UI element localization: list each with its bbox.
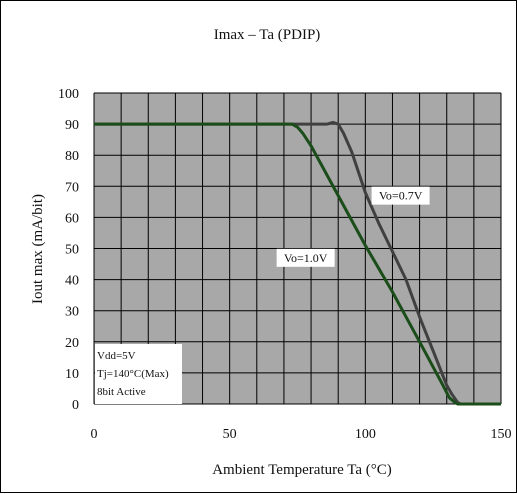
x-tick-label: 50	[223, 427, 237, 442]
tick-labels: 0 50 100 150 0 10 20 30 40 50 60 70 80 90 100	[58, 87, 512, 442]
x-axis-label: Ambient Temperature Ta (°C)	[212, 462, 392, 478]
series-label: Vo=0.7V	[379, 189, 423, 203]
x-tick-label: 150	[491, 427, 512, 442]
y-tick-label: 30	[65, 305, 79, 320]
series-label-background	[276, 248, 335, 267]
chart-title: Imax – Ta (PDIP)	[214, 27, 321, 43]
note-vdd: Vdd=5V	[97, 350, 136, 362]
y-tick-label: 100	[58, 87, 79, 102]
y-tick-label: 50	[65, 243, 79, 258]
note-background	[95, 344, 182, 404]
y-tick-label: 40	[65, 274, 79, 289]
y-tick-label: 80	[65, 149, 79, 164]
series-label-background	[371, 186, 430, 205]
x-tick-label: 100	[355, 427, 376, 442]
note-tj: Tj=140°C(Max)	[97, 368, 169, 380]
series-labels: Vo=0.7V Vo=1.0V	[276, 186, 430, 267]
y-tick-label: 70	[65, 180, 79, 195]
y-tick-label: 90	[65, 118, 79, 133]
y-tick-label: 60	[65, 211, 79, 226]
y-tick-label: 0	[72, 398, 79, 413]
series-label: Vo=1.0V	[284, 251, 328, 265]
x-tick-label: 0	[91, 427, 98, 442]
y-tick-label: 20	[65, 336, 79, 351]
y-axis-label: Iout max (mA/bit)	[30, 194, 46, 304]
series-layer	[94, 121, 501, 406]
series-line	[94, 122, 501, 406]
note-active: 8bit Active	[97, 386, 146, 398]
conditions-note: Vdd=5V Tj=140°C(Max) 8bit Active	[95, 344, 182, 404]
y-tick-label: 10	[65, 367, 79, 382]
